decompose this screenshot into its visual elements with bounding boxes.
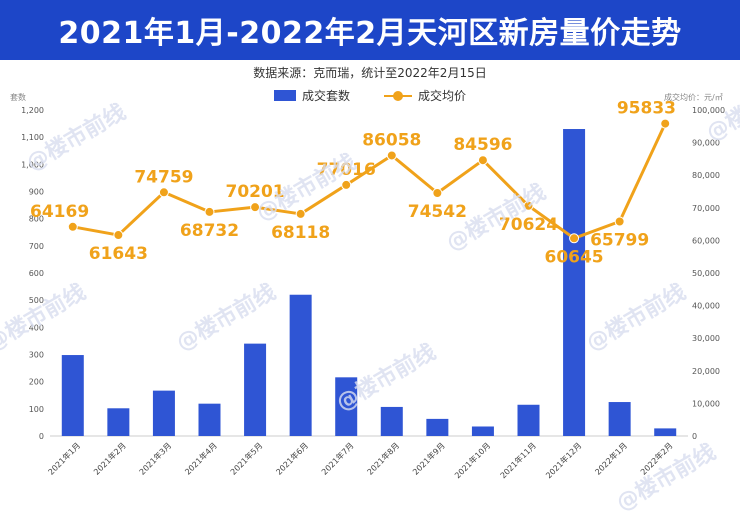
x-tick-label: 2021年5月	[228, 440, 264, 476]
y-left-tick-label: 1,000	[21, 160, 44, 169]
price-data-label-2: 61643	[89, 244, 148, 264]
y-right-tick-label: 50,000	[692, 269, 720, 278]
x-tick-label: 2021年1月	[46, 440, 82, 476]
price-point-5	[250, 202, 261, 213]
price-point-10	[477, 155, 488, 166]
price-data-label-7: 77016	[317, 160, 376, 180]
x-tick-label: 2021年11月	[498, 440, 538, 480]
x-tick-label: 2021年3月	[137, 440, 173, 476]
price-data-label-11: 70624	[499, 215, 558, 235]
y-right-tick-label: 70,000	[692, 204, 720, 213]
y-left-tick-label: 300	[29, 351, 44, 360]
price-point-11	[523, 200, 534, 211]
price-line	[72, 122, 667, 240]
y-right-tick-label: 40,000	[692, 302, 720, 311]
x-tick-label: 2021年9月	[410, 440, 446, 476]
bar-6	[289, 294, 312, 436]
price-data-label-14: 95833	[617, 99, 676, 119]
y-right-tick-label: 100,000	[692, 106, 725, 115]
x-tick-label: 2021年6月	[274, 440, 310, 476]
y-left-tick-label: 1,100	[21, 133, 44, 142]
price-point-2	[113, 230, 124, 241]
bar-9	[426, 418, 449, 436]
legend-item-volume[interactable]: 成交套数	[273, 87, 350, 104]
price-point-6	[295, 208, 306, 219]
y-left-tick-label: 0	[39, 432, 44, 441]
x-tick-label: 2021年2月	[91, 440, 127, 476]
y-left-tick-label: 800	[29, 215, 44, 224]
right-axis-title: 成交均价：元/㎡	[664, 93, 723, 102]
price-point-3	[158, 187, 169, 198]
x-tick-label: 2022年1月	[593, 440, 629, 476]
legend: 成交套数 成交均价	[0, 87, 740, 104]
y-right-tick-label: 60,000	[692, 236, 720, 245]
bar-7	[335, 377, 358, 436]
x-tick-label: 2021年8月	[365, 440, 401, 476]
price-data-label-5: 70201	[225, 182, 284, 202]
price-data-label-10: 84596	[453, 135, 512, 155]
y-right-tick-label: 10,000	[692, 399, 720, 408]
line-swatch-icon	[384, 90, 412, 102]
bar-12	[563, 129, 586, 436]
bar-11	[517, 404, 540, 436]
title-banner: 2021年1月-2022年2月天河区新房量价走势	[0, 0, 740, 60]
x-tick-label: 2021年10月	[452, 440, 492, 480]
bar-4	[198, 403, 221, 436]
price-point-1	[67, 221, 78, 232]
price-data-label-6: 68118	[271, 223, 330, 243]
bar-8	[380, 406, 403, 436]
y-left-tick-label: 400	[29, 323, 44, 332]
y-left-tick-label: 500	[29, 296, 44, 305]
y-right-tick-label: 0	[692, 432, 697, 441]
combo-chart: 0 100 200 300 400 500 600 700 800 900 1,000 1,100 1,…	[21, 99, 725, 481]
bar-14	[654, 428, 677, 436]
chart-title: 2021年1月-2022年2月天河区新房量价走势	[58, 16, 682, 51]
y-left-tick-label: 900	[29, 188, 44, 197]
price-data-label-8: 86058	[362, 130, 421, 150]
price-point-9	[432, 187, 443, 198]
legend-item-price[interactable]: 成交均价	[384, 87, 466, 104]
bar-5	[244, 343, 267, 436]
bar-13	[608, 402, 631, 436]
y-left-tick-label: 100	[29, 405, 44, 414]
data-source-note: 数据来源：克而瑞，统计至2022年2月15日	[253, 66, 487, 80]
price-data-label-3: 74759	[134, 167, 193, 187]
y-left-tick-label: 200	[29, 378, 44, 387]
price-point-7	[341, 179, 352, 190]
price-data-label-13: 65799	[590, 230, 649, 250]
price-point-12	[569, 233, 580, 244]
bar-swatch-icon	[273, 90, 296, 101]
x-tick-label: 2022年2月	[638, 440, 674, 476]
legend-label-price: 成交均价	[418, 89, 467, 103]
y-right-tick-label: 30,000	[692, 334, 720, 343]
x-tick-label: 2021年4月	[183, 440, 219, 476]
y-right-tick-label: 90,000	[692, 139, 720, 148]
price-point-4	[204, 206, 215, 217]
price-point-8	[386, 150, 397, 161]
bar-1	[61, 355, 84, 436]
y-left-tick-label: 600	[29, 269, 44, 278]
x-tick-label: 2021年7月	[319, 440, 355, 476]
y-right-tick-label: 80,000	[692, 171, 720, 180]
bar-3	[152, 390, 175, 436]
price-point-13	[614, 216, 625, 227]
legend-label-volume: 成交套数	[301, 89, 350, 103]
price-data-label-1: 64169	[30, 202, 89, 222]
y-left-tick-label: 1,200	[21, 106, 44, 115]
price-point-14	[660, 118, 671, 129]
bar-10	[471, 426, 494, 436]
price-data-label-9: 74542	[408, 202, 467, 222]
y-left-tick-label: 700	[29, 242, 44, 251]
x-tick-label: 2021年12月	[544, 440, 584, 480]
y-right-tick-label: 20,000	[692, 367, 720, 376]
price-data-label-12: 60645	[544, 247, 603, 267]
left-axis-title: 套数	[10, 93, 26, 102]
price-data-label-4: 68732	[180, 221, 239, 241]
bar-2	[107, 408, 130, 436]
